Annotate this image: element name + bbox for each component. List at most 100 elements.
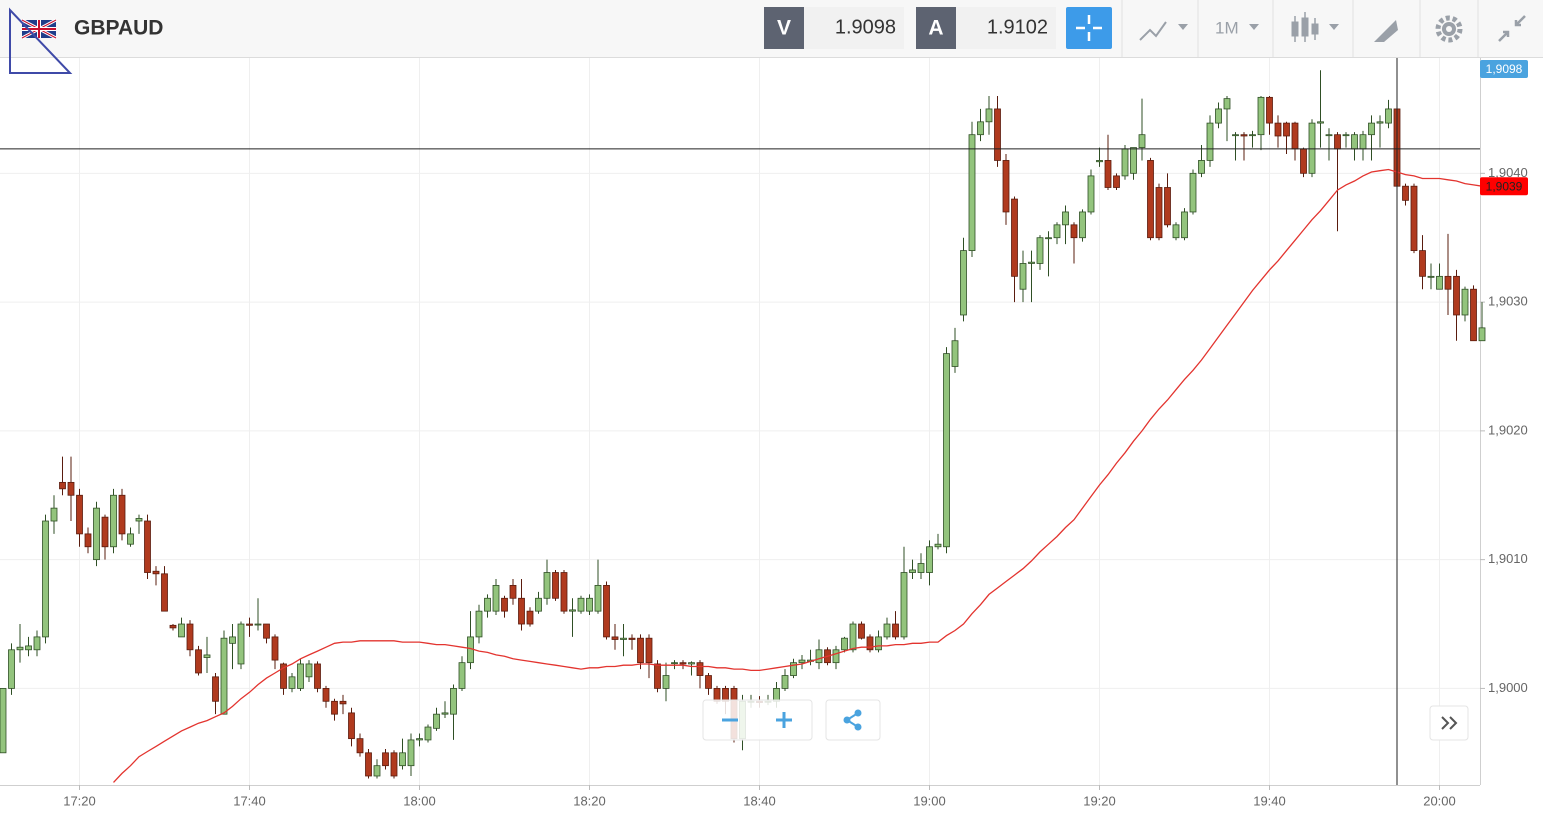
candle-body: [985, 108, 993, 123]
candle-body: [1368, 122, 1375, 136]
candle-body: [1172, 224, 1180, 239]
candle-body: [1113, 175, 1120, 188]
candle-body: [552, 572, 559, 599]
candle-body: [195, 649, 202, 674]
bid-price: 1.9098: [835, 16, 896, 38]
candle-body: [1376, 121, 1384, 124]
candle-body: [407, 739, 415, 767]
plot: [0, 58, 1486, 785]
candle-body: [577, 597, 585, 612]
zoom-controls[interactable]: [702, 699, 813, 741]
candle-body: [93, 507, 100, 561]
settings-button[interactable]: [1435, 15, 1463, 43]
grid: [0, 58, 1485, 790]
bid-label: V: [777, 17, 791, 40]
x-tick-label: 20:00: [1423, 793, 1456, 808]
candle-body: [16, 646, 24, 651]
candle-body: [161, 573, 168, 612]
timeframe-button[interactable]: 1M: [1215, 18, 1259, 37]
candle-body: [220, 637, 228, 715]
candle-body: [1130, 147, 1137, 174]
candle-body: [1266, 96, 1273, 124]
x-tick-label: 19:20: [1083, 793, 1116, 808]
candle-body: [492, 584, 500, 612]
y-tick-label: 1,9040: [1488, 165, 1528, 180]
candle-body: [849, 623, 857, 651]
candle-body: [1359, 134, 1367, 150]
candle-body: [127, 533, 134, 545]
candle-style-button[interactable]: [1291, 12, 1339, 42]
chart-type-button[interactable]: [1139, 21, 1188, 41]
x-tick-label: 17:40: [233, 793, 266, 808]
candle-body: [416, 738, 423, 741]
timeframe: 1M: [1215, 18, 1239, 37]
candle-body: [1427, 275, 1435, 278]
draw-tool-button[interactable]: [1374, 20, 1398, 42]
candle-body: [1257, 96, 1265, 136]
candle-body: [645, 637, 653, 664]
price-marker-label: 1,9098: [1486, 62, 1523, 76]
candle-body: [1002, 160, 1010, 213]
candle-body: [1079, 211, 1086, 239]
candle-body: [399, 752, 406, 767]
candle-body: [798, 659, 806, 664]
share-button[interactable]: [825, 699, 881, 741]
candle-body: [186, 623, 194, 651]
candle-body: [892, 623, 899, 638]
candle-body: [1181, 211, 1188, 239]
candle-body: [1317, 121, 1324, 124]
candle-body: [441, 712, 449, 715]
candle-body: [841, 637, 848, 651]
candle-body: [1096, 160, 1103, 163]
candle-body: [1240, 134, 1248, 137]
candle-body: [322, 688, 330, 702]
crosshair-button[interactable]: [1066, 7, 1112, 49]
candle-body: [152, 570, 160, 575]
candle-body: [543, 572, 551, 599]
candle-body: [203, 654, 211, 658]
candle-body: [1011, 198, 1018, 277]
candle-body: [424, 726, 432, 741]
x-tick-label: 19:40: [1253, 793, 1286, 808]
candle-body: [76, 494, 83, 535]
candle-body: [263, 623, 270, 639]
collapse-button[interactable]: [1498, 15, 1526, 42]
candle-body: [118, 494, 126, 535]
candle-body: [1351, 134, 1358, 150]
candle-body: [679, 662, 687, 665]
candle-body: [883, 623, 891, 638]
ask-button[interactable]: A 1.9102: [916, 7, 1056, 49]
candle-body: [1215, 108, 1222, 124]
candle-body: [1121, 148, 1129, 177]
candle-body: [781, 675, 789, 689]
candle-body: [943, 353, 950, 548]
candle-body: [900, 572, 908, 638]
candle-body: [662, 675, 670, 689]
candle-body: [297, 663, 304, 689]
symbol: GBPAUD: [74, 17, 163, 40]
candle-body: [280, 663, 287, 689]
candle-body: [288, 676, 296, 689]
candle-body: [620, 637, 627, 640]
candle-body: [314, 663, 321, 689]
candle-body: [254, 623, 262, 626]
candle-body: [458, 662, 466, 689]
candle-body: [1053, 224, 1061, 239]
toolbar-separators: [1121, 0, 1479, 57]
candle-body: [475, 610, 483, 638]
candle-body: [1155, 187, 1163, 239]
candle-body: [934, 543, 942, 548]
x-tick-label: 18:00: [403, 793, 436, 808]
candle-body: [42, 520, 49, 638]
scroll-end-button[interactable]: [1429, 705, 1469, 741]
candle-body: [594, 584, 602, 612]
bid-button[interactable]: V 1.9098: [764, 7, 904, 49]
candle-body: [212, 676, 219, 702]
candle-body: [1062, 211, 1069, 226]
candle-body: [1189, 172, 1197, 213]
candle-body: [875, 636, 882, 651]
corner-marker: [9, 7, 73, 74]
candle-body: [373, 765, 381, 777]
